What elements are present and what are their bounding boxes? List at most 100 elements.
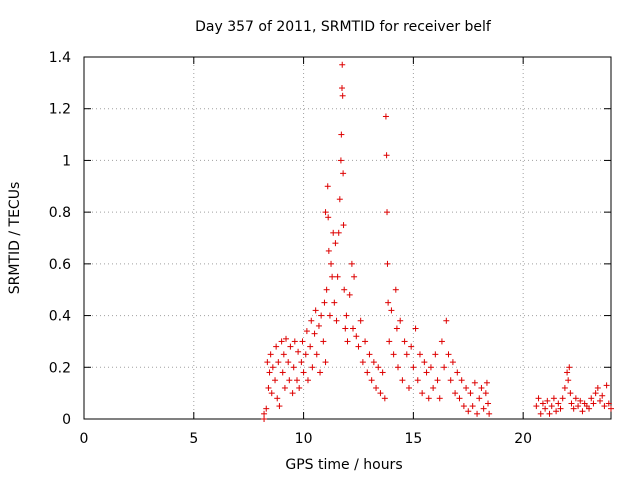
y-tick-label: 1.2 [49, 102, 71, 118]
data-point [261, 416, 268, 422]
data-point [485, 400, 492, 407]
data-point [423, 369, 430, 376]
data-point [467, 390, 474, 397]
data-point [566, 364, 573, 371]
data-point [412, 325, 419, 332]
data-point [343, 312, 350, 319]
data-point [460, 403, 467, 410]
data-point [383, 152, 390, 159]
data-point [364, 369, 371, 376]
data-point [399, 377, 406, 384]
data-point [317, 369, 324, 376]
data-point [287, 343, 294, 350]
data-point [605, 400, 612, 407]
data-point [597, 397, 604, 404]
data-point [368, 377, 375, 384]
data-point [355, 343, 362, 350]
data-point [564, 369, 571, 376]
data-point [421, 359, 428, 366]
data-point [553, 408, 560, 415]
data-point [539, 400, 546, 407]
data-point [323, 286, 330, 293]
data-point [579, 408, 586, 415]
data-point [443, 317, 450, 324]
data-point [486, 410, 493, 417]
data-point [339, 92, 346, 99]
data-point [385, 299, 392, 306]
data-point [328, 260, 335, 267]
x-axis-label: GPS time / hours [285, 457, 402, 473]
data-point [337, 157, 344, 164]
data-point [309, 364, 316, 371]
data-point [279, 369, 286, 376]
data-point [280, 351, 287, 358]
grid-lines [84, 57, 611, 419]
data-point [377, 390, 384, 397]
data-point [482, 390, 489, 397]
y-tick-label: 0.4 [49, 309, 71, 325]
data-point [567, 390, 574, 397]
data-point [370, 359, 377, 366]
data-point [333, 317, 340, 324]
data-point [326, 312, 333, 319]
data-point [456, 395, 463, 402]
data-point [469, 403, 476, 410]
data-point [533, 403, 540, 410]
data-point [483, 379, 490, 386]
data-point [441, 364, 448, 371]
data-point [601, 403, 608, 410]
chart-title: Day 357 of 2011, SRMTID for receiver bel… [195, 19, 492, 35]
data-point [296, 384, 303, 391]
data-point [395, 364, 402, 371]
data-point [315, 322, 322, 329]
data-point [592, 390, 599, 397]
x-tick-label: 20 [514, 431, 532, 447]
data-point [537, 410, 544, 417]
data-point [550, 395, 557, 402]
data-points [261, 61, 614, 422]
data-point [393, 325, 400, 332]
data-point [353, 333, 360, 340]
data-point [320, 338, 327, 345]
data-point [342, 325, 349, 332]
y-tick-label: 0.2 [49, 360, 71, 376]
data-point [264, 359, 271, 366]
data-point [290, 364, 297, 371]
data-point [397, 317, 404, 324]
data-point [430, 384, 437, 391]
axis-ticks: 0 0.2 0.4 0.6 0.8 1 1.2 1.4 0 5 10 15 20 [49, 50, 611, 447]
data-point [311, 330, 318, 337]
data-point [373, 384, 380, 391]
data-point [403, 351, 410, 358]
x-tick-label: 15 [404, 431, 422, 447]
data-point [390, 351, 397, 358]
y-tick-label: 0 [62, 412, 71, 428]
data-point [336, 196, 343, 203]
data-point [344, 338, 351, 345]
data-point [351, 273, 358, 280]
data-point [318, 312, 325, 319]
data-point [599, 392, 606, 399]
data-point [285, 359, 292, 366]
data-point [330, 229, 337, 236]
data-point [322, 359, 329, 366]
data-point [463, 384, 470, 391]
data-point [302, 351, 309, 358]
data-point [308, 317, 315, 324]
data-point [268, 390, 275, 397]
data-point [548, 403, 555, 410]
data-point [278, 338, 285, 345]
data-point [401, 338, 408, 345]
data-point [555, 400, 562, 407]
data-point [434, 377, 441, 384]
y-tick-label: 0.8 [49, 205, 71, 221]
data-point [291, 338, 298, 345]
data-point [405, 384, 412, 391]
data-point [299, 338, 306, 345]
data-point [381, 395, 388, 402]
data-point [476, 395, 483, 402]
data-point [575, 403, 582, 410]
data-point [375, 364, 382, 371]
data-point [603, 382, 610, 389]
data-point [274, 395, 281, 402]
